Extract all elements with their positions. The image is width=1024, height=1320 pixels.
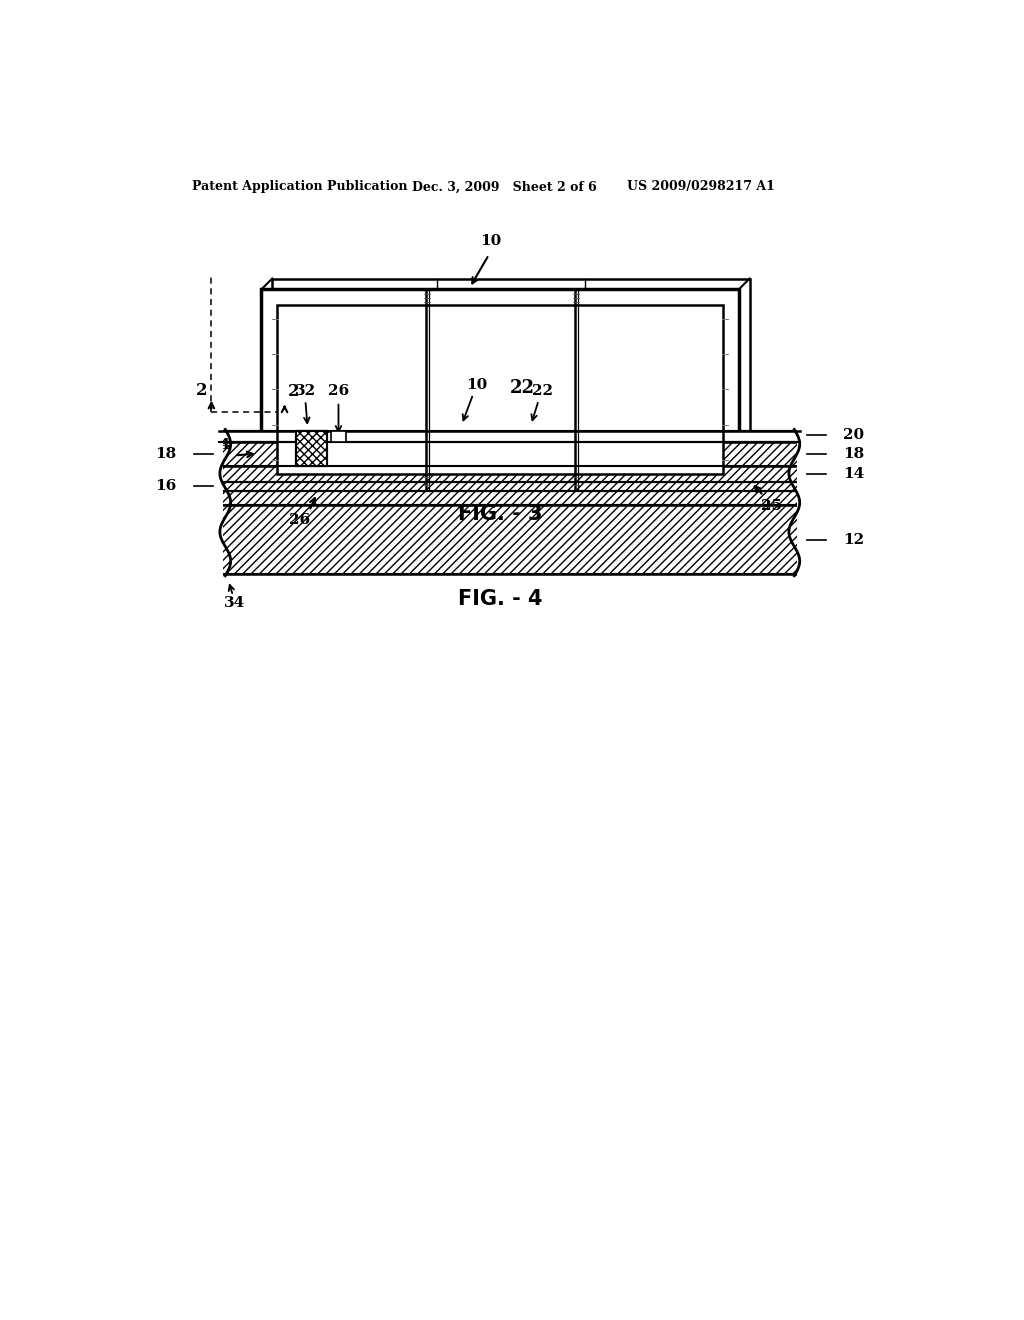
Text: 2: 2 (196, 381, 207, 399)
Text: 24: 24 (209, 438, 229, 453)
Bar (296, 432, 327, 466)
Bar (219, 442, 801, 466)
Text: 26: 26 (290, 513, 310, 527)
Text: 12: 12 (843, 532, 864, 546)
Bar (331, 430, 346, 442)
Text: 34: 34 (224, 597, 245, 610)
Text: FIG. - 3: FIG. - 3 (458, 504, 543, 524)
Text: 26: 26 (328, 384, 349, 397)
Text: 10: 10 (480, 234, 502, 248)
Bar (797, 428, 819, 578)
Bar (296, 432, 327, 466)
Bar (219, 506, 801, 574)
Text: 22: 22 (510, 379, 535, 397)
Text: 32: 32 (295, 384, 316, 397)
Bar (200, 428, 223, 578)
Text: 10: 10 (467, 378, 487, 392)
Bar (276, 305, 724, 474)
Bar (219, 482, 801, 491)
Bar (261, 289, 739, 490)
Text: 25: 25 (761, 499, 781, 512)
Text: 16: 16 (156, 479, 177, 494)
Bar (272, 279, 750, 479)
Bar (219, 466, 801, 482)
Text: Dec. 3, 2009   Sheet 2 of 6: Dec. 3, 2009 Sheet 2 of 6 (412, 181, 596, 194)
Bar (296, 432, 327, 466)
Text: 14: 14 (843, 467, 864, 480)
Text: FIG. - 4: FIG. - 4 (458, 589, 543, 609)
Text: 18: 18 (156, 447, 177, 461)
Text: 22: 22 (532, 384, 553, 397)
Text: US 2009/0298217 A1: US 2009/0298217 A1 (628, 181, 775, 194)
Text: 18: 18 (843, 447, 864, 461)
Bar (219, 491, 801, 506)
Text: 2: 2 (288, 383, 300, 400)
Text: 20: 20 (843, 428, 864, 442)
Text: Patent Application Publication: Patent Application Publication (193, 181, 408, 194)
Bar (219, 430, 801, 442)
